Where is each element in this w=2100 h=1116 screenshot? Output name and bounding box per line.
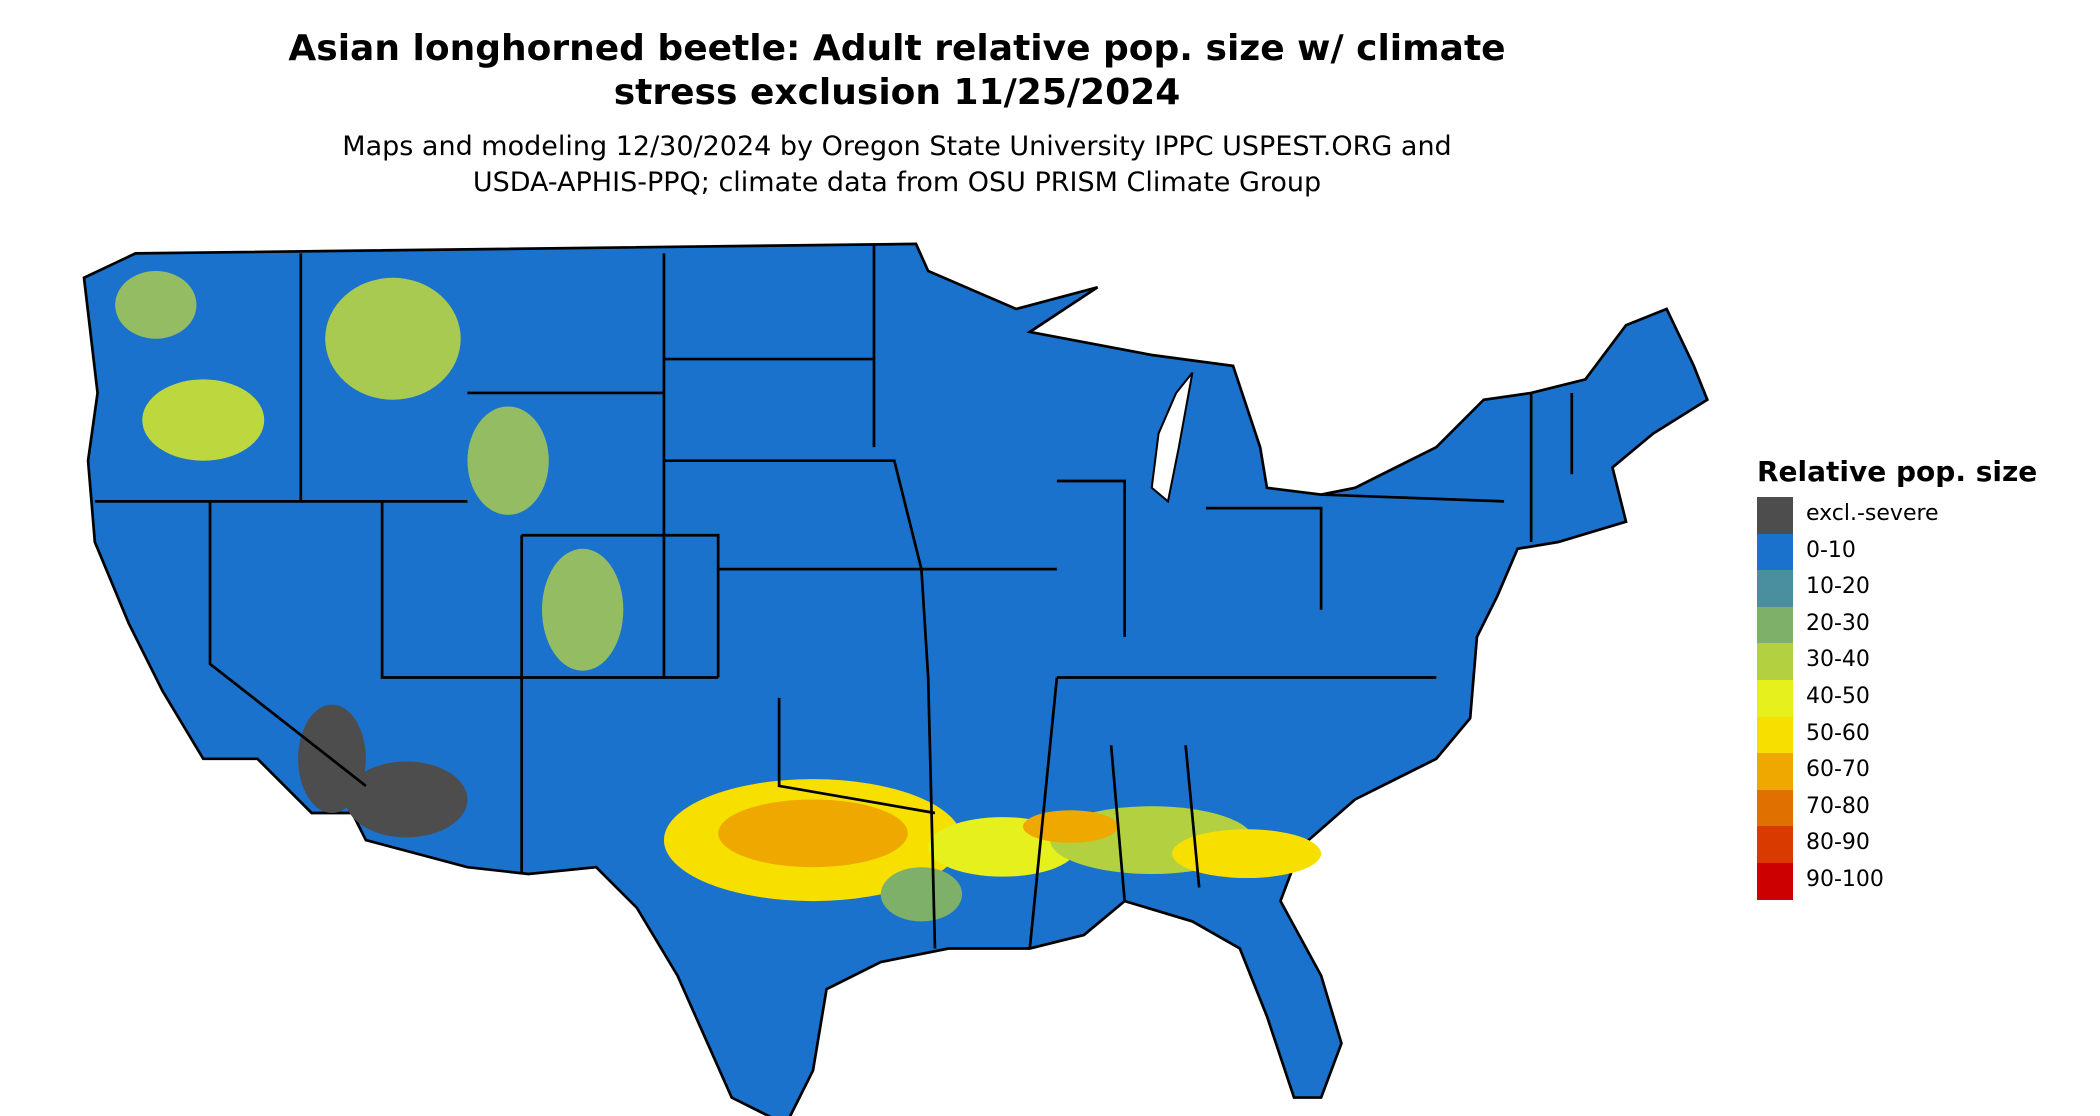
legend-swatch	[1757, 716, 1793, 754]
patch	[142, 379, 265, 461]
legend-swatch	[1757, 680, 1793, 717]
legend-label: 90-100	[1806, 867, 1884, 892]
legend-title: Relative pop. size	[1757, 455, 2038, 488]
state-borders	[94, 243, 1574, 949]
legend-label: 20-30	[1806, 610, 1870, 636]
legend-label: 0-10	[1806, 537, 1856, 563]
legend-label: excl.-severe	[1806, 501, 1939, 526]
legend-swatch	[1757, 863, 1793, 900]
patch	[115, 271, 197, 339]
legend-swatch	[1757, 606, 1793, 644]
legend-swatch	[1757, 826, 1793, 864]
us-map	[82, 242, 1709, 1116]
suitability-patches	[115, 271, 1322, 922]
us-outline	[82, 242, 1709, 1116]
legend-label: 60-70	[1806, 757, 1870, 783]
patch	[325, 277, 461, 400]
legend-label: 10-20	[1806, 574, 1870, 600]
patch	[880, 867, 963, 922]
legend-swatch	[1757, 789, 1793, 827]
patch	[542, 548, 624, 671]
lake-michigan	[1150, 371, 1194, 504]
legend-label: 50-60	[1806, 720, 1870, 746]
legend-swatch	[1757, 497, 1793, 534]
legend-label: 80-90	[1806, 830, 1870, 856]
title-line: stress exclusion 11/25/2024	[613, 72, 1181, 113]
legend-swatch	[1757, 533, 1793, 571]
subtitle-line: USDA-APHIS-PPQ; climate data from OSU PR…	[472, 167, 1322, 198]
legend-label: 30-40	[1806, 647, 1870, 673]
legend-swatch	[1757, 753, 1793, 791]
patch	[345, 761, 468, 838]
legend-label: 40-50	[1806, 684, 1870, 709]
patch	[1023, 810, 1118, 843]
legend-swatch	[1757, 570, 1793, 608]
patch	[467, 406, 549, 515]
patch	[1172, 829, 1322, 879]
title-line: Asian longhorned beetle: Adult relative …	[288, 28, 1506, 69]
legend-label: 70-80	[1806, 793, 1870, 819]
legend-swatch	[1757, 643, 1793, 681]
patch	[718, 799, 908, 868]
subtitle-line: Maps and modeling 12/30/2024 by Oregon S…	[342, 131, 1452, 162]
